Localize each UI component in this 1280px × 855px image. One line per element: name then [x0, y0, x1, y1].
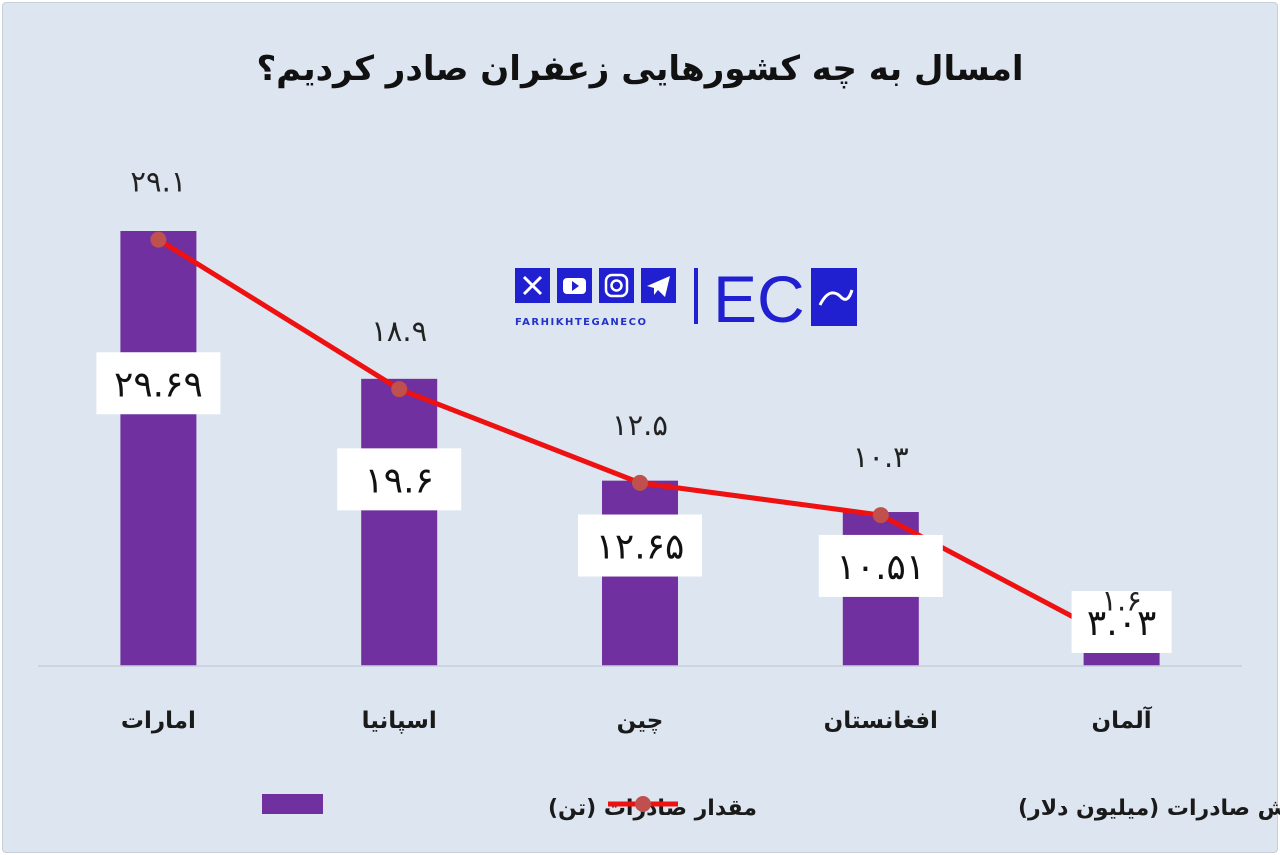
bar-label-text: ۳.۰۳ — [1087, 603, 1156, 644]
legend-item-line: ارزش صادرات (میلیون دلار) — [608, 796, 1280, 821]
bar — [361, 378, 438, 666]
legend-swatch-marker — [635, 796, 651, 812]
category-label: امارات — [121, 708, 196, 734]
bar-label-text: ۱۰.۵۱ — [836, 547, 925, 588]
line-data-label: ۱۸.۹ — [371, 314, 427, 348]
bar-data-label: ۲۹.۶۹ — [96, 352, 221, 415]
category-label: چین — [617, 708, 664, 734]
line-data-label: ۱۰.۳ — [853, 440, 909, 474]
telegram-icon — [641, 268, 676, 303]
bar — [120, 231, 197, 666]
legend-label-line: ارزش صادرات (میلیون دلار) — [1018, 796, 1280, 821]
line-point — [632, 474, 648, 491]
x-icon — [515, 268, 550, 303]
youtube-icon — [557, 268, 592, 303]
logo-seal-script — [818, 289, 854, 306]
category-label: افغانستان — [824, 708, 938, 734]
bar-label-text: ۲۹.۶۹ — [114, 364, 203, 405]
bar-label-layer: ۲۹.۶۹ ۱۹.۶ ۱۲.۶۵ ۱۰.۵۱ ۳.۰۳ — [96, 352, 1172, 653]
brand-logo: FARHIKHTEGANECO EC — [515, 262, 857, 336]
logo-mark: EC — [713, 262, 805, 336]
bar-label-box — [578, 514, 702, 577]
bar-label-box — [1071, 591, 1172, 653]
legend-swatch-bar — [262, 794, 323, 814]
line-point — [150, 231, 167, 248]
logo-divider — [694, 268, 698, 324]
instagram-icon — [599, 268, 634, 303]
legend: مقدار صادرات (تن) ارزش صادرات (میلیون دل… — [262, 794, 1280, 821]
brand-handle: FARHIKHTEGANECO — [515, 317, 647, 328]
bar-data-label: ۱۲.۶۵ — [578, 514, 702, 577]
legend-label-bar: مقدار صادرات (تن) — [548, 796, 757, 821]
chart-title: امسال به چه کشورهایی زعفران صادر کردیم؟ — [256, 49, 1023, 89]
bar-data-label: ۳.۰۳ — [1071, 591, 1172, 653]
bar-label-box — [818, 534, 943, 597]
category-label: آلمان — [1091, 705, 1152, 734]
bar-data-label: ۱۹.۶ — [337, 448, 462, 511]
category-labels: امارات اسپانیا چین افغانستان آلمان — [121, 705, 1153, 734]
bar-label-box — [96, 352, 221, 415]
bar-label-text: ۱۲.۶۵ — [596, 527, 685, 568]
bar-label-text: ۱۹.۶ — [364, 460, 433, 501]
line-data-label: ۱۲.۵ — [612, 408, 668, 442]
bar-label-box — [337, 448, 462, 511]
line-point — [391, 381, 408, 398]
bars-layer — [120, 231, 1160, 666]
legend-item-bar: مقدار صادرات (تن) — [262, 794, 757, 821]
line-data-label: ۱.۶ — [1101, 584, 1141, 618]
line-point — [872, 507, 889, 524]
bar-data-label: ۱۰.۵۱ — [818, 534, 943, 597]
line-data-label: ۲۹.۱ — [130, 165, 186, 199]
category-label: اسپانیا — [362, 708, 437, 734]
line-label-layer: ۲۹.۱ ۱۸.۹ ۱۲.۵ ۱۰.۳ ۱.۶ — [130, 165, 1141, 618]
